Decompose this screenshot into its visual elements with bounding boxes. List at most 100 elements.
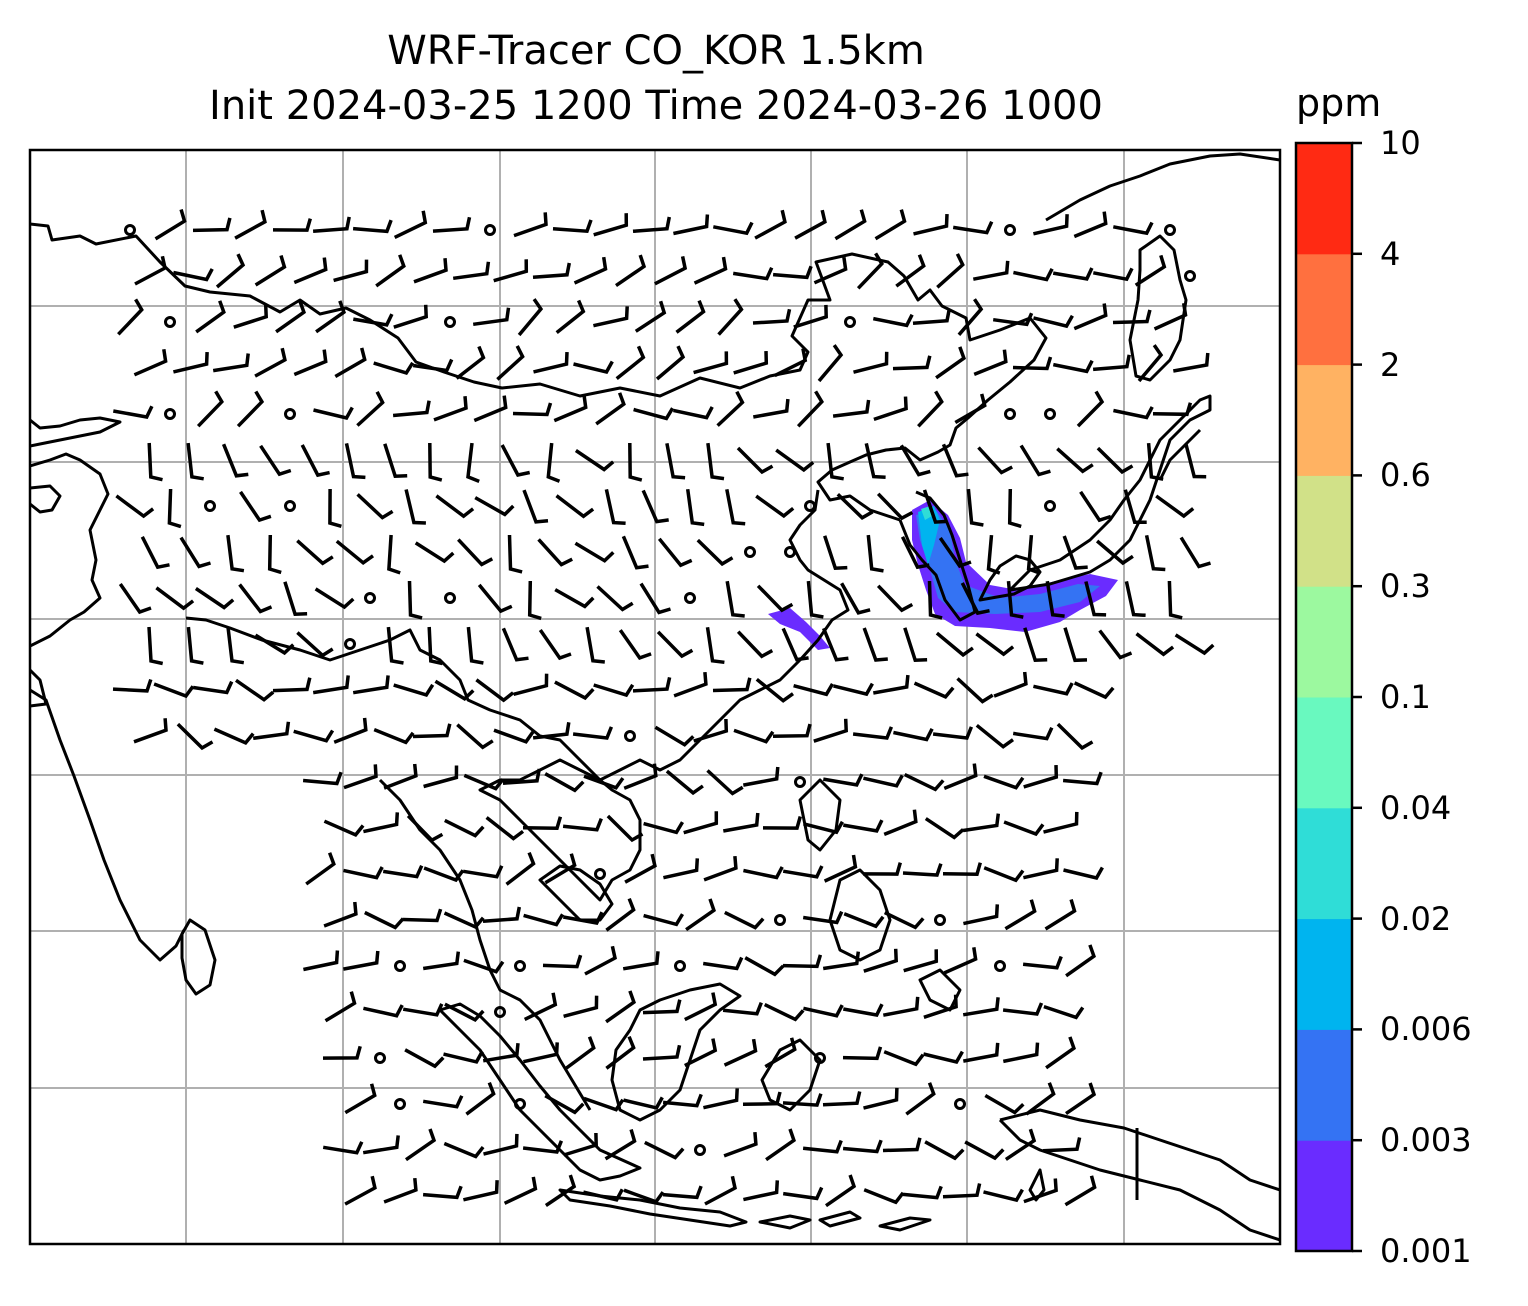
wind-barb	[862, 627, 888, 662]
wind-barb	[628, 442, 643, 482]
wind-barb	[176, 722, 214, 751]
wind-barb	[443, 1141, 485, 1159]
wind-barb	[732, 266, 774, 281]
wind-barb	[836, 492, 874, 520]
colorbar-segment	[1296, 586, 1352, 698]
wind-barb	[212, 353, 250, 373]
colorbar-tick-label: 4	[1380, 234, 1401, 273]
wind-barb	[634, 300, 667, 333]
wind-barb	[553, 395, 588, 423]
map-area	[30, 150, 1280, 1244]
calm-marker	[1044, 408, 1056, 420]
wind-barb	[363, 812, 400, 834]
wind-barb	[960, 582, 990, 616]
wind-barb	[977, 446, 1014, 475]
wind-barb	[1043, 1004, 1085, 1020]
wind-barb	[402, 1003, 444, 1017]
wind-barb	[1179, 536, 1211, 569]
wind-barb	[585, 626, 605, 664]
wind-barb	[1007, 488, 1022, 529]
wind-barb	[1002, 1002, 1044, 1016]
wind-barb	[675, 299, 706, 334]
calm-marker	[394, 960, 406, 972]
wind-barb	[882, 1137, 922, 1153]
wind-barb	[725, 580, 745, 618]
wind-barb	[323, 819, 365, 837]
wind-barb	[874, 209, 907, 241]
wind-barb	[112, 405, 154, 419]
wind-barb	[254, 633, 295, 656]
wind-barb	[562, 817, 603, 832]
wind-barb	[696, 538, 734, 567]
wind-barb	[1184, 443, 1207, 479]
colorbar-tick-label: 0.02	[1380, 899, 1452, 938]
wind-barb	[775, 448, 815, 473]
wind-barb	[1064, 1175, 1097, 1207]
wind-barb	[823, 535, 848, 571]
wind-barb	[964, 1140, 1005, 1161]
wind-barb	[544, 772, 585, 793]
wind-barb	[643, 913, 685, 927]
wind-barb	[774, 348, 808, 378]
wind-barb	[466, 626, 484, 665]
wind-barb	[772, 723, 812, 739]
wind-barb	[743, 1180, 780, 1202]
wind-barb	[133, 349, 168, 377]
wind-barb	[364, 910, 405, 930]
wind-barb	[433, 396, 468, 422]
wind-barb	[1052, 267, 1094, 281]
wind-barb	[1056, 722, 1094, 751]
wind-barb	[523, 992, 558, 1021]
wind-barb	[1113, 406, 1154, 420]
wind-barb	[272, 677, 312, 693]
wind-barb	[537, 538, 573, 567]
wind-barb	[513, 673, 549, 696]
wind-barb	[724, 910, 765, 930]
wind-barb	[1073, 211, 1108, 239]
wind-barb	[363, 1004, 404, 1018]
wind-barb	[503, 1176, 538, 1205]
wind-barb	[802, 910, 844, 925]
wind-barb	[685, 898, 716, 932]
wind-barb	[1137, 344, 1164, 383]
colorbar-segments	[1296, 143, 1352, 1252]
wind-barb	[254, 255, 287, 287]
calm-marker	[674, 960, 686, 972]
gridlines	[30, 150, 1280, 1244]
colorbar-segment	[1296, 918, 1352, 1030]
wind-barb	[794, 209, 827, 240]
wind-barb	[623, 1096, 664, 1110]
wind-barb	[267, 534, 282, 575]
wind-barb	[913, 214, 949, 236]
wind-barb	[615, 254, 647, 288]
wind-barb	[665, 442, 686, 480]
wind-barb	[296, 631, 334, 658]
wind-barb	[742, 766, 780, 787]
wind-barb	[876, 584, 914, 613]
wind-barb	[872, 674, 910, 695]
wind-barb	[303, 950, 340, 972]
wind-barb	[943, 763, 978, 791]
wind-barb	[1079, 490, 1112, 523]
wind-barb	[474, 496, 515, 517]
wind-barb	[313, 406, 354, 421]
wind-barb	[903, 949, 939, 973]
wind-barb	[428, 442, 443, 482]
wind-barb	[782, 865, 824, 879]
wind-barb	[393, 683, 435, 697]
wind-barb	[822, 1091, 862, 1107]
wind-barb	[1124, 581, 1146, 618]
wind-barb	[595, 392, 626, 426]
colorbar-tick-label: 0.3	[1380, 567, 1431, 606]
wind-barb	[147, 626, 164, 666]
wind-barb	[983, 1188, 1024, 1203]
wind-barb	[923, 994, 958, 1019]
wind-barb	[744, 956, 785, 977]
colorbar-segment	[1296, 364, 1352, 476]
wind-barb	[632, 677, 672, 693]
wind-barb	[1063, 866, 1104, 881]
wind-barb	[842, 1003, 884, 1017]
wind-barb	[1023, 1178, 1058, 1204]
wind-barb	[703, 855, 738, 882]
wind-barb	[482, 1043, 520, 1063]
